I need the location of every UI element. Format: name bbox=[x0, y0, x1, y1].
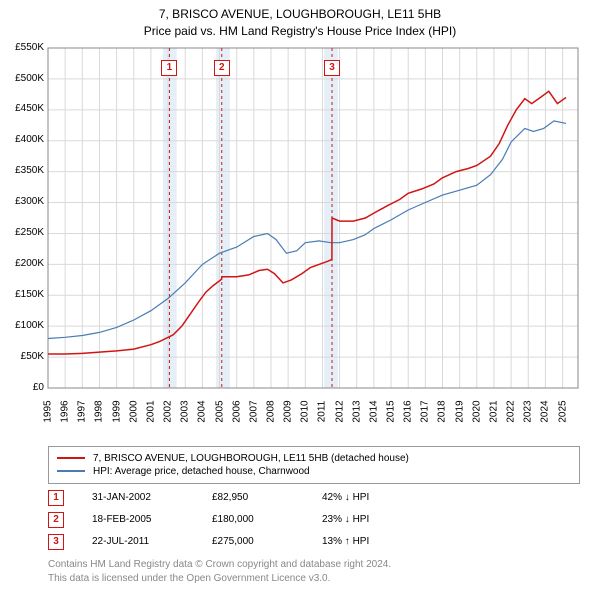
event-price: £180,000 bbox=[212, 514, 322, 525]
x-axis-label: 2015 bbox=[386, 396, 397, 426]
y-axis-label: £300K bbox=[4, 196, 44, 207]
x-axis-label: 2003 bbox=[180, 396, 191, 426]
y-axis-label: £500K bbox=[4, 73, 44, 84]
event-row-2: 2 18-FEB-2005£180,00023% ↓ HPI bbox=[48, 512, 580, 528]
x-axis-label: 2013 bbox=[351, 396, 362, 426]
x-axis-label: 2001 bbox=[145, 396, 156, 426]
event-price: £275,000 bbox=[212, 536, 322, 547]
event-marker-1: 1 bbox=[48, 490, 64, 506]
x-axis-label: 2016 bbox=[403, 396, 414, 426]
x-axis-label: 2012 bbox=[334, 396, 345, 426]
x-axis-label: 1999 bbox=[111, 396, 122, 426]
x-axis-label: 2022 bbox=[506, 396, 517, 426]
x-axis-label: 2019 bbox=[454, 396, 465, 426]
x-axis-label: 2023 bbox=[523, 396, 534, 426]
x-axis-label: 2008 bbox=[265, 396, 276, 426]
chart-marker-2: 2 bbox=[214, 60, 230, 76]
x-axis-label: 2000 bbox=[128, 396, 139, 426]
x-axis-label: 2007 bbox=[248, 396, 259, 426]
legend-label-hpi: HPI: Average price, detached house, Char… bbox=[93, 466, 310, 477]
footer-attribution: Contains HM Land Registry data © Crown c… bbox=[48, 558, 580, 586]
event-row-1: 1 31-JAN-2002£82,95042% ↓ HPI bbox=[48, 490, 580, 506]
y-axis-label: £100K bbox=[4, 320, 44, 331]
chart-marker-3: 3 bbox=[324, 60, 340, 76]
x-axis-label: 2011 bbox=[317, 396, 328, 426]
event-table: 1 31-JAN-2002£82,95042% ↓ HPI 2 18-FEB-2005… bbox=[48, 490, 580, 550]
event-price: £82,950 bbox=[212, 492, 322, 503]
title-line-1: 7, BRISCO AVENUE, LOUGHBOROUGH, LE11 5HB bbox=[0, 6, 600, 23]
y-axis-label: £550K bbox=[4, 42, 44, 53]
chart-svg bbox=[0, 40, 600, 440]
y-axis-label: £0 bbox=[4, 382, 44, 393]
x-axis-label: 1996 bbox=[60, 396, 71, 426]
x-axis-label: 2014 bbox=[368, 396, 379, 426]
x-axis-label: 2025 bbox=[557, 396, 568, 426]
chart-container: 7, BRISCO AVENUE, LOUGHBOROUGH, LE11 5HB… bbox=[0, 0, 600, 590]
legend-swatch-price bbox=[57, 457, 85, 459]
event-date: 18-FEB-2005 bbox=[92, 514, 212, 525]
y-axis-label: £250K bbox=[4, 227, 44, 238]
x-axis-label: 1998 bbox=[94, 396, 105, 426]
footer-line-1: Contains HM Land Registry data © Crown c… bbox=[48, 558, 580, 572]
footer-line-2: This data is licensed under the Open Gov… bbox=[48, 572, 580, 586]
event-date: 22-JUL-2011 bbox=[92, 536, 212, 547]
legend-row-hpi: HPI: Average price, detached house, Char… bbox=[57, 466, 571, 477]
x-axis-label: 2021 bbox=[488, 396, 499, 426]
x-axis-label: 2020 bbox=[471, 396, 482, 426]
y-axis-label: £200K bbox=[4, 258, 44, 269]
event-date: 31-JAN-2002 bbox=[92, 492, 212, 503]
x-axis-label: 2024 bbox=[540, 396, 551, 426]
x-axis-label: 2017 bbox=[420, 396, 431, 426]
y-axis-label: £50K bbox=[4, 351, 44, 362]
legend-swatch-hpi bbox=[57, 470, 85, 472]
x-axis-label: 2005 bbox=[214, 396, 225, 426]
x-axis-label: 2009 bbox=[283, 396, 294, 426]
x-axis-label: 1995 bbox=[43, 396, 54, 426]
event-row-3: 3 22-JUL-2011£275,00013% ↑ HPI bbox=[48, 534, 580, 550]
x-axis-label: 1997 bbox=[77, 396, 88, 426]
legend-row-price: 7, BRISCO AVENUE, LOUGHBOROUGH, LE11 5HB… bbox=[57, 453, 571, 464]
event-delta: 23% ↓ HPI bbox=[322, 514, 369, 525]
event-delta: 42% ↓ HPI bbox=[322, 492, 369, 503]
y-axis-label: £150K bbox=[4, 289, 44, 300]
x-axis-label: 2004 bbox=[197, 396, 208, 426]
x-axis-label: 2018 bbox=[437, 396, 448, 426]
x-axis-label: 2010 bbox=[300, 396, 311, 426]
y-axis-label: £400K bbox=[4, 134, 44, 145]
chart-marker-1: 1 bbox=[161, 60, 177, 76]
event-delta: 13% ↑ HPI bbox=[322, 536, 369, 547]
y-axis-label: £450K bbox=[4, 103, 44, 114]
chart-title: 7, BRISCO AVENUE, LOUGHBOROUGH, LE11 5HB… bbox=[0, 0, 600, 40]
event-marker-2: 2 bbox=[48, 512, 64, 528]
x-axis-label: 2006 bbox=[231, 396, 242, 426]
chart-plot-area: £0 £50K £100K £150K £200K £250K £300K £350K £400… bbox=[0, 40, 600, 440]
legend-label-price: 7, BRISCO AVENUE, LOUGHBOROUGH, LE11 5HB… bbox=[93, 453, 409, 464]
y-axis-label: £350K bbox=[4, 165, 44, 176]
x-axis-label: 2002 bbox=[163, 396, 174, 426]
event-marker-3: 3 bbox=[48, 534, 64, 550]
title-line-2: Price paid vs. HM Land Registry's House … bbox=[0, 23, 600, 40]
legend: 7, BRISCO AVENUE, LOUGHBOROUGH, LE11 5HB… bbox=[48, 446, 580, 484]
